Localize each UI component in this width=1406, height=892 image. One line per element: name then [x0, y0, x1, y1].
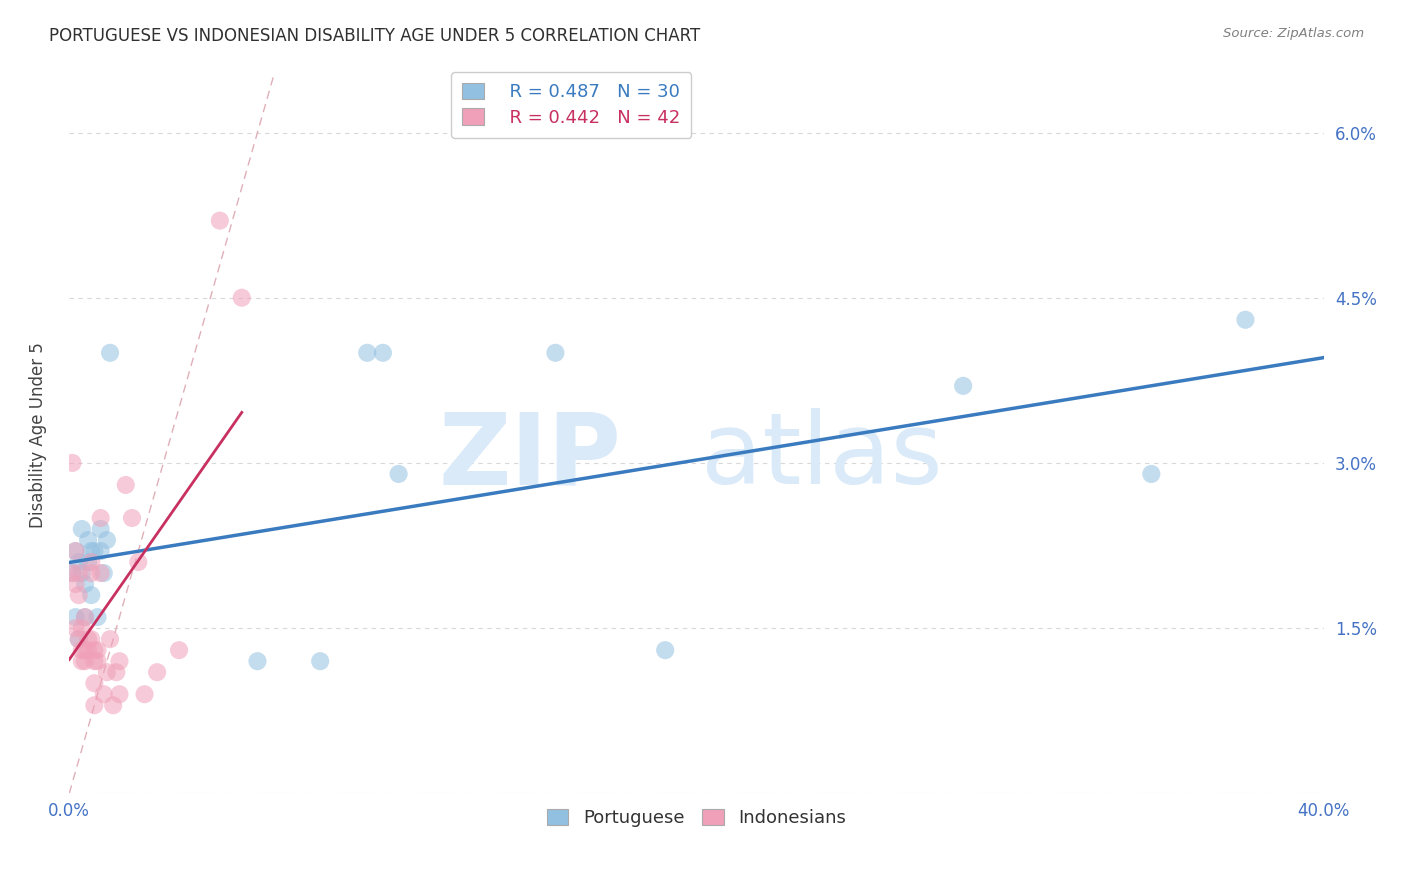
Point	[70, 643, 93, 657]
Point	[80, 544, 103, 558]
Point	[952, 379, 974, 393]
Point	[146, 665, 169, 680]
Point	[90, 544, 112, 558]
Point	[90, 522, 112, 536]
Point	[371, 346, 394, 360]
Point	[96, 665, 118, 680]
Point	[77, 632, 100, 647]
Point	[65, 544, 87, 558]
Point	[62, 566, 84, 580]
Point	[67, 566, 90, 580]
Point	[309, 654, 332, 668]
Point	[77, 643, 100, 657]
Point	[93, 687, 115, 701]
Text: PORTUGUESE VS INDONESIAN DISABILITY AGE UNDER 5 CORRELATION CHART: PORTUGUESE VS INDONESIAN DISABILITY AGE …	[49, 27, 700, 45]
Point	[1140, 467, 1163, 481]
Point	[208, 213, 231, 227]
Point	[83, 654, 105, 668]
Point	[73, 610, 96, 624]
Point	[77, 555, 100, 569]
Point	[108, 687, 131, 701]
Point	[80, 632, 103, 647]
Point	[134, 687, 156, 701]
Point	[103, 698, 125, 713]
Point	[65, 544, 87, 558]
Point	[83, 676, 105, 690]
Point	[231, 291, 253, 305]
Point	[80, 555, 103, 569]
Point	[86, 610, 108, 624]
Point	[65, 577, 87, 591]
Point	[654, 643, 676, 657]
Point	[90, 566, 112, 580]
Point	[83, 698, 105, 713]
Point	[86, 643, 108, 657]
Point	[167, 643, 190, 657]
Y-axis label: Disability Age Under 5: Disability Age Under 5	[30, 343, 46, 528]
Point	[83, 643, 105, 657]
Text: atlas: atlas	[702, 409, 943, 506]
Point	[67, 588, 90, 602]
Point	[80, 588, 103, 602]
Point	[98, 346, 121, 360]
Legend: Portuguese, Indonesians: Portuguese, Indonesians	[540, 802, 853, 834]
Text: Source: ZipAtlas.com: Source: ZipAtlas.com	[1223, 27, 1364, 40]
Point	[70, 654, 93, 668]
Point	[86, 654, 108, 668]
Point	[73, 577, 96, 591]
Point	[121, 511, 143, 525]
Point	[65, 610, 87, 624]
Point	[105, 665, 128, 680]
Point	[73, 654, 96, 668]
Point	[114, 478, 136, 492]
Point	[96, 533, 118, 547]
Point	[108, 654, 131, 668]
Point	[70, 566, 93, 580]
Point	[356, 346, 378, 360]
Point	[62, 456, 84, 470]
Point	[73, 643, 96, 657]
Point	[544, 346, 567, 360]
Point	[387, 467, 409, 481]
Point	[70, 522, 93, 536]
Point	[246, 654, 269, 668]
Text: ZIP: ZIP	[439, 409, 621, 506]
Point	[67, 632, 90, 647]
Point	[98, 632, 121, 647]
Point	[67, 555, 90, 569]
Point	[77, 533, 100, 547]
Point	[93, 566, 115, 580]
Point	[83, 544, 105, 558]
Point	[73, 610, 96, 624]
Point	[80, 566, 103, 580]
Point	[65, 621, 87, 635]
Point	[127, 555, 149, 569]
Point	[67, 632, 90, 647]
Point	[90, 511, 112, 525]
Point	[70, 621, 93, 635]
Point	[1234, 312, 1257, 326]
Point	[62, 566, 84, 580]
